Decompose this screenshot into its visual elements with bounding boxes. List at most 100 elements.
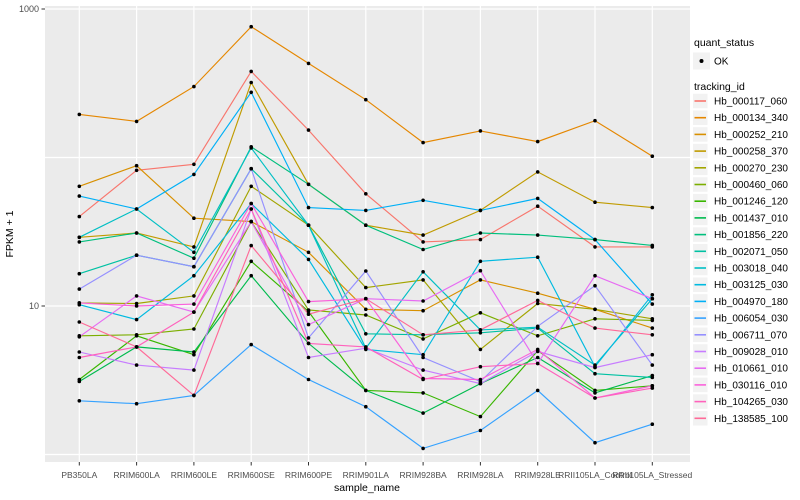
data-point xyxy=(192,256,196,261)
legend-item-label: Hb_138585_100 xyxy=(714,414,788,425)
x-tick-label: RRIM600PE xyxy=(285,470,333,480)
data-point xyxy=(134,401,139,406)
data-point xyxy=(535,324,540,329)
data-point xyxy=(650,326,655,330)
data-point xyxy=(77,184,82,189)
panel-background xyxy=(45,6,690,462)
data-point xyxy=(249,207,253,211)
data-point xyxy=(134,345,139,349)
data-point xyxy=(364,332,368,336)
legend-item-label: Hb_000252_210 xyxy=(714,130,788,141)
data-point xyxy=(249,184,253,189)
data-point xyxy=(249,259,253,264)
data-point xyxy=(421,352,425,357)
legend-item-label: Hb_030116_010 xyxy=(714,380,788,391)
data-point xyxy=(306,341,311,346)
data-point xyxy=(306,377,311,382)
data-point xyxy=(134,304,139,308)
data-point xyxy=(77,379,82,384)
legend-item-label: Hb_001437_010 xyxy=(714,213,788,224)
data-point xyxy=(650,363,655,367)
legend-item-label: Hb_104265_030 xyxy=(714,397,788,408)
data-point xyxy=(593,317,597,321)
data-point xyxy=(593,283,597,288)
data-point xyxy=(77,335,82,339)
data-point xyxy=(134,301,139,306)
data-point xyxy=(249,273,253,278)
x-tick-label: RRIM600LA xyxy=(113,470,160,480)
data-point xyxy=(593,307,597,312)
data-point xyxy=(421,198,425,203)
data-point xyxy=(421,368,425,372)
data-point xyxy=(249,219,253,224)
data-point xyxy=(77,194,82,198)
data-point xyxy=(421,446,425,451)
data-point xyxy=(306,61,311,66)
data-point xyxy=(364,388,368,393)
legend-item-label: Hb_000134_340 xyxy=(714,113,788,124)
data-point xyxy=(77,320,82,324)
data-point xyxy=(650,205,655,210)
data-point xyxy=(77,350,82,354)
data-point xyxy=(306,223,311,227)
data-point xyxy=(593,118,597,123)
data-point xyxy=(421,333,425,337)
data-point xyxy=(249,166,253,171)
data-point xyxy=(650,293,655,297)
data-point xyxy=(650,296,655,301)
data-point xyxy=(650,386,655,390)
data-point xyxy=(650,243,655,248)
data-point xyxy=(478,237,483,242)
data-point xyxy=(77,287,82,291)
data-point xyxy=(535,196,540,201)
data-point xyxy=(535,334,540,338)
data-point xyxy=(192,162,196,167)
legend-item-label: Hb_000270_230 xyxy=(714,163,788,174)
data-point xyxy=(364,345,368,349)
data-point xyxy=(364,97,368,102)
x-tick-label: RRIM928LA xyxy=(457,470,504,480)
data-point xyxy=(421,299,425,303)
data-point xyxy=(249,80,253,85)
data-point xyxy=(134,294,139,298)
data-point xyxy=(478,311,483,315)
data-point xyxy=(421,355,425,360)
data-point xyxy=(249,24,253,29)
data-point xyxy=(535,170,540,174)
data-point xyxy=(650,352,655,357)
x-tick-label: RRIM928LE xyxy=(515,470,562,480)
data-point xyxy=(478,268,483,273)
data-point xyxy=(593,245,597,249)
data-point xyxy=(478,331,483,335)
data-point xyxy=(77,240,82,244)
legend-item-label: Hb_004970_180 xyxy=(714,297,788,308)
data-point xyxy=(249,201,253,206)
data-point xyxy=(77,112,82,117)
data-point xyxy=(478,328,483,332)
data-point xyxy=(478,278,483,282)
legend-point-marker xyxy=(699,59,704,63)
data-point xyxy=(593,396,597,400)
legend-item-label: Hb_001856_220 xyxy=(714,230,788,241)
data-point xyxy=(306,309,311,314)
data-point xyxy=(364,223,368,227)
legend-quant-status-item-label: OK xyxy=(714,57,729,68)
data-point xyxy=(478,428,483,433)
data-point xyxy=(192,368,196,372)
x-tick-label: RRII105LA_Stressed xyxy=(612,470,692,480)
data-point xyxy=(192,264,196,269)
data-point xyxy=(192,310,196,314)
data-point xyxy=(478,231,483,235)
data-point xyxy=(306,299,311,304)
legend-item-label: Hb_002071_050 xyxy=(714,247,788,258)
data-point xyxy=(535,233,540,237)
data-point xyxy=(306,336,311,340)
data-point xyxy=(249,146,253,150)
x-tick-label: RRIM928BA xyxy=(399,470,447,480)
legend-item-label: Hb_000117_060 xyxy=(714,97,788,108)
data-point xyxy=(134,253,139,257)
data-point xyxy=(192,350,196,354)
data-point xyxy=(421,247,425,252)
data-point xyxy=(593,326,597,330)
legend-quant-status-title: quant_status xyxy=(694,37,754,49)
